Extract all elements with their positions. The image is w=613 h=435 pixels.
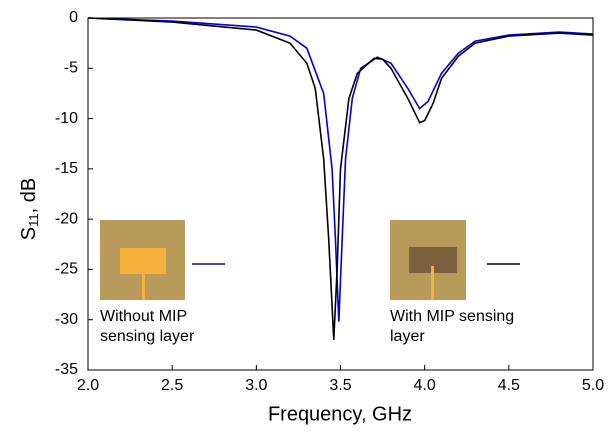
- legend-label: Without MIP sensing layer: [100, 308, 195, 345]
- x-tick-label: 4.0: [414, 377, 436, 394]
- x-tick-label: 3.5: [329, 377, 351, 394]
- y-tick-label: -15: [55, 160, 78, 177]
- y-tick-label: -30: [55, 311, 78, 328]
- series-line: [87, 17, 594, 340]
- y-title-rest: , dB: [18, 178, 40, 214]
- y-title-sub: 11: [26, 213, 41, 227]
- y-tick-label: -10: [55, 110, 78, 127]
- y-tick-label: 0: [69, 9, 78, 26]
- x-tick-label: 4.5: [498, 377, 520, 394]
- y-title-main: S: [18, 227, 40, 240]
- x-tick-label: 2.5: [161, 377, 183, 394]
- x-tick-label: 3.0: [245, 377, 267, 394]
- x-tick-label: 5.0: [582, 377, 604, 394]
- y-tick-label: -25: [55, 261, 78, 278]
- y-tick-label: -20: [55, 210, 78, 227]
- y-tick-label: -5: [64, 60, 78, 77]
- x-axis-title: Frequency, GHz: [268, 403, 412, 425]
- legend-label: With MIP sensing layer: [390, 308, 515, 345]
- y-tick-label: -35: [55, 361, 78, 378]
- x-tick-label: 2.0: [77, 377, 99, 394]
- series-line: [87, 17, 594, 322]
- antenna-inset-with: [390, 220, 466, 300]
- y-axis-title: S11, dB: [18, 178, 41, 240]
- antenna-inset-without: [100, 220, 185, 300]
